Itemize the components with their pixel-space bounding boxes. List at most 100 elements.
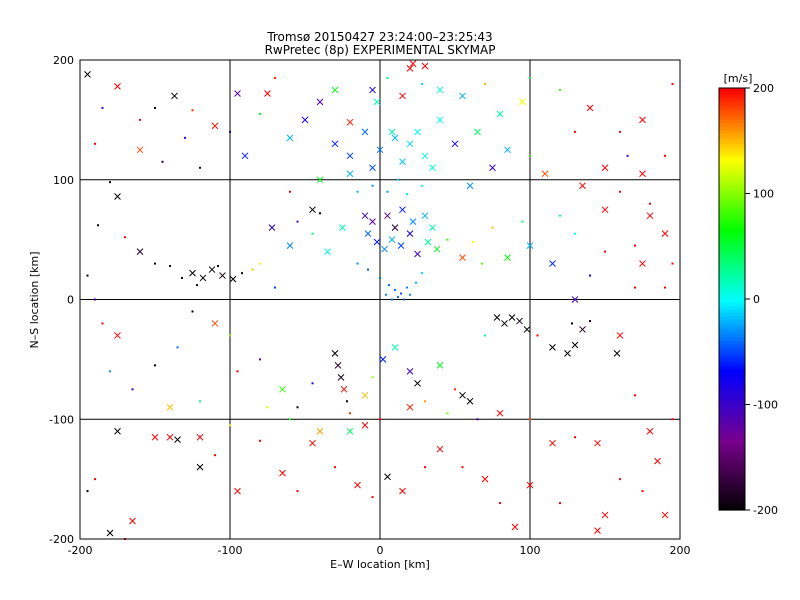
data-point-117 [481, 262, 483, 265]
colorbar-segment-25 [719, 175, 745, 181]
data-point-135 [166, 403, 174, 411]
data-point-209 [229, 424, 231, 427]
colorbar-segment-60 [719, 299, 745, 304]
data-point-163 [523, 326, 531, 333]
data-point-29 [296, 220, 299, 223]
data-point-38 [331, 86, 339, 94]
data-point-71 [436, 86, 444, 94]
data-point-79 [619, 130, 621, 133]
data-point-14 [199, 274, 207, 282]
data-point-237 [346, 170, 354, 178]
data-point-193 [296, 490, 299, 493]
colorbar-segment-118 [719, 502, 745, 508]
data-point-86 [619, 190, 621, 193]
data-point-58 [386, 190, 389, 193]
data-point-15 [208, 266, 216, 273]
colorbar-segment-8 [719, 116, 745, 121]
colorbar-segment-6 [719, 109, 745, 114]
data-point-234 [101, 322, 104, 325]
data-point-239 [489, 164, 496, 172]
data-point-169 [571, 322, 573, 325]
data-point-220 [496, 409, 504, 417]
data-point-256 [361, 212, 369, 220]
colorbar-segment-13 [719, 133, 745, 138]
data-point-73 [484, 82, 486, 85]
colorbar-segment-70 [719, 334, 745, 339]
colorbar-segment-34 [719, 207, 745, 212]
data-point-223 [574, 436, 576, 439]
colorbar: -200 -100 0 100 200 [718, 82, 778, 517]
colorbar-segment-14 [719, 137, 745, 142]
data-point-74 [496, 110, 504, 118]
data-point-224 [594, 439, 601, 447]
colorbar-segment-101 [719, 443, 745, 448]
data-point-197 [214, 454, 216, 457]
colorbar-tick-label-3: 100 [753, 188, 774, 201]
colorbar-segment-108 [719, 467, 745, 472]
colorbar-segment-15 [719, 140, 745, 145]
colorbar-segment-4 [719, 102, 745, 107]
data-point-162 [516, 317, 523, 325]
colorbar-segment-50 [719, 263, 745, 268]
data-point-133 [109, 370, 111, 373]
colorbar-tick-label-1: -100 [753, 399, 778, 412]
data-point-140 [296, 406, 299, 409]
data-point-121 [526, 242, 534, 249]
data-point-57 [371, 184, 374, 187]
colorbar-segment-47 [719, 253, 745, 258]
colorbar-segment-82 [719, 376, 745, 381]
colorbar-segment-107 [719, 464, 745, 469]
data-point-130 [176, 346, 179, 349]
data-point-219 [476, 418, 479, 421]
data-point-115 [459, 254, 466, 261]
data-point-83 [671, 262, 674, 265]
data-point-122 [559, 214, 561, 217]
colorbar-segment-71 [719, 337, 745, 342]
y-tick-label-3: 100 [53, 174, 74, 187]
x-tick-label-4: 200 [670, 544, 691, 557]
data-point-97 [446, 238, 449, 241]
data-point-181 [511, 523, 519, 531]
data-point-196 [234, 487, 241, 495]
data-point-102 [394, 288, 396, 291]
colorbar-segment-114 [719, 488, 745, 494]
data-point-124 [574, 232, 576, 235]
colorbar-segment-33 [719, 204, 745, 209]
colorbar-segment-115 [719, 492, 745, 497]
data-point-78 [586, 104, 594, 112]
data-point-94 [414, 250, 421, 258]
data-point-137 [236, 370, 239, 373]
x-axis-label: E–W location [km] [330, 558, 430, 571]
data-point-42 [199, 166, 201, 169]
colorbar-segment-53 [719, 274, 745, 279]
data-point-98 [356, 262, 359, 265]
data-point-81 [649, 202, 651, 205]
data-point-76 [529, 76, 531, 79]
data-point-92 [397, 242, 405, 249]
data-point-116 [472, 241, 474, 244]
data-point-215 [379, 418, 381, 421]
colorbar-segment-57 [719, 288, 745, 293]
data-point-222 [549, 439, 556, 447]
colorbar-segment-61 [719, 302, 745, 307]
data-point-127 [191, 310, 194, 313]
data-point-93 [406, 230, 414, 237]
colorbar-segment-43 [719, 239, 745, 244]
data-point-146 [346, 400, 348, 403]
colorbar-segment-77 [719, 358, 745, 363]
data-point-27 [286, 242, 294, 249]
data-point-221 [529, 418, 531, 421]
data-point-198 [196, 433, 204, 441]
colorbar-tick-label-0: -200 [753, 504, 778, 517]
colorbar-segment-23 [719, 168, 745, 173]
data-point-243 [529, 154, 531, 157]
data-point-23 [217, 264, 219, 267]
data-point-41 [264, 90, 271, 97]
colorbar-segment-5 [719, 105, 745, 110]
data-point-90 [381, 245, 388, 253]
plot-area: -200 -100 0 100 200 -200 -100 0 100 200 [49, 54, 690, 557]
data-point-50 [399, 158, 406, 166]
colorbar-segment-117 [719, 499, 745, 504]
colorbar-segment-100 [719, 439, 745, 444]
data-point-123 [549, 260, 556, 267]
